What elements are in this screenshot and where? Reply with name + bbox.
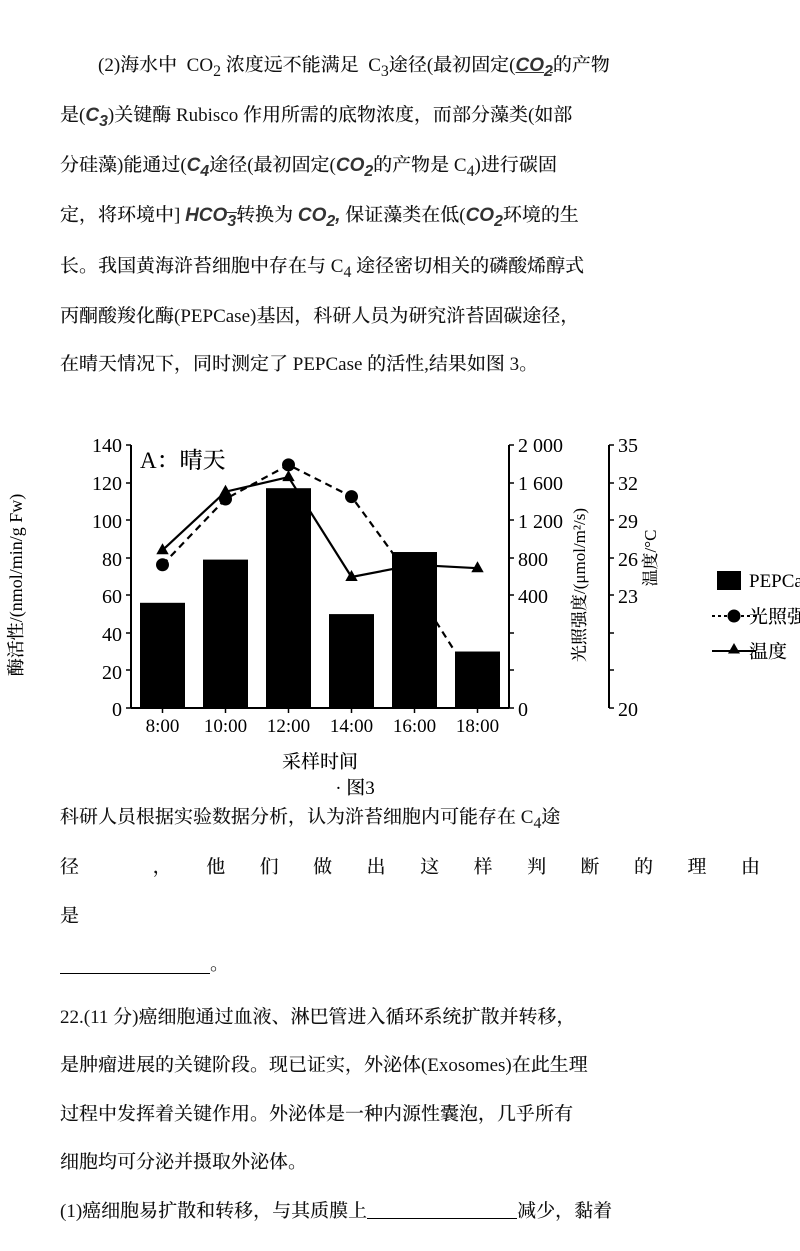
svg-text:酶活性/(nmol/min/g Fw): 酶活性/(nmol/min/g Fw) [6, 494, 27, 677]
svg-text:0: 0 [518, 699, 528, 721]
svg-text:12:00: 12:00 [267, 716, 310, 737]
svg-text:温度/°C: 温度/°C [641, 530, 660, 587]
svg-text:80: 80 [102, 549, 122, 571]
svg-text:140: 140 [92, 435, 122, 457]
svg-text:14:00: 14:00 [330, 716, 373, 737]
svg-text:35: 35 [618, 435, 638, 457]
svg-text:A：晴天: A：晴天 [140, 448, 226, 473]
svg-text:2 000: 2 000 [518, 435, 563, 457]
svg-text:PEPCase活性: PEPCase活性 [749, 571, 800, 592]
svg-text:采样时间: 采样时间 [282, 751, 358, 773]
svg-text:23: 23 [618, 586, 638, 608]
svg-text:60: 60 [102, 586, 122, 608]
svg-text:20: 20 [618, 699, 638, 721]
svg-text:光照强度/(μmol/m²/s): 光照强度/(μmol/m²/s) [570, 508, 589, 662]
svg-text:26: 26 [618, 549, 638, 571]
svg-text:400: 400 [518, 586, 548, 608]
svg-text:温度: 温度 [749, 641, 787, 663]
svg-text:32: 32 [618, 473, 638, 495]
svg-text:8:00: 8:00 [146, 716, 180, 737]
svg-text:10:00: 10:00 [204, 716, 247, 737]
svg-text:100: 100 [92, 511, 122, 533]
svg-text:20: 20 [102, 662, 122, 684]
svg-text:800: 800 [518, 549, 548, 571]
svg-text:18:00: 18:00 [456, 716, 499, 737]
svg-text:40: 40 [102, 624, 122, 646]
svg-text:29: 29 [618, 511, 638, 533]
svg-text:120: 120 [92, 473, 122, 495]
svg-text:16:00: 16:00 [393, 716, 436, 737]
svg-text:0: 0 [112, 699, 122, 721]
svg-text:1 600: 1 600 [518, 473, 563, 495]
svg-text:光照强度: 光照强度 [749, 606, 800, 628]
svg-text:1 200: 1 200 [518, 511, 563, 533]
